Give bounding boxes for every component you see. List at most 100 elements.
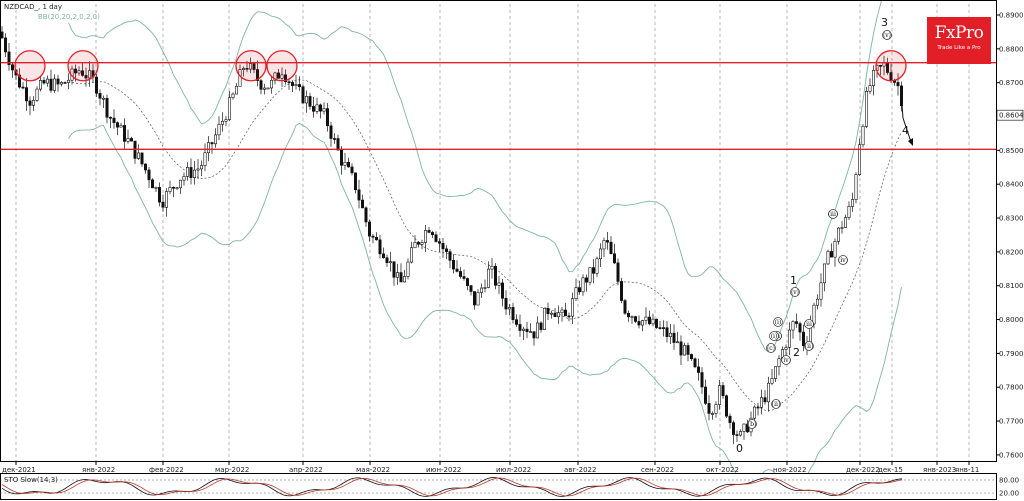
candle-body <box>756 406 760 409</box>
candle-body <box>346 161 350 168</box>
projection-arrowhead <box>908 138 913 146</box>
candle-body <box>735 434 739 436</box>
candle-body <box>203 152 207 166</box>
candle-body <box>116 122 120 128</box>
date-label: дек-2021 <box>2 466 36 474</box>
wave-label-10: (ii) <box>805 343 814 350</box>
wave-label-5: (iv) <box>781 357 791 364</box>
candle-body <box>399 272 403 283</box>
candle-body <box>451 260 455 270</box>
resistance-touch-circle <box>67 50 99 82</box>
candle-body <box>868 85 872 92</box>
resistance-touch-circle <box>266 50 298 82</box>
candle-body <box>822 263 826 284</box>
candle-body <box>703 386 707 404</box>
resistance-touch-circle <box>235 50 267 82</box>
wave-label-0: 3 <box>881 16 888 29</box>
wave-label-7: (i) <box>775 319 782 326</box>
candle-body <box>871 70 875 86</box>
candle-body <box>56 78 60 85</box>
candle-body <box>38 80 42 90</box>
date-label: дек-2022 <box>846 466 880 474</box>
candle-body <box>21 86 25 89</box>
candle-body <box>654 318 658 328</box>
candle-body <box>574 287 578 300</box>
date-label: ноя-2022 <box>773 466 806 474</box>
candle-body <box>196 168 200 171</box>
price-tick-label: 0.8500 <box>999 147 1024 155</box>
candle-body <box>500 282 504 299</box>
date-label: авг-2022 <box>564 466 596 474</box>
candle-body <box>255 69 259 81</box>
wave-label-circle <box>766 343 776 353</box>
candle-body <box>147 169 151 181</box>
wave-label-4: (v) <box>791 289 799 296</box>
price-tick-label: 0.8700 <box>999 79 1024 87</box>
price-tick-label: 0.8100 <box>999 282 1024 290</box>
candle-body <box>175 187 179 190</box>
candle-body <box>532 331 536 339</box>
candle-body <box>717 385 721 405</box>
candle-body <box>742 423 746 432</box>
candle-body <box>416 242 420 245</box>
sto-tick-label: 20.00 <box>999 490 1019 498</box>
candle-body <box>52 78 56 91</box>
candle-body <box>577 287 581 293</box>
candle-body <box>497 282 501 286</box>
wave-label-12: (iii) <box>828 211 838 218</box>
candle-body <box>794 321 798 324</box>
wave-label-circle <box>771 399 781 409</box>
candle-body <box>245 68 249 70</box>
candle-body <box>668 332 672 337</box>
candle-body <box>469 285 473 292</box>
candle-body <box>833 241 837 258</box>
date-label: сен-2022 <box>641 466 674 474</box>
candle-body <box>490 265 494 270</box>
sto-label: STO Slow(14,3) <box>4 476 58 484</box>
price-tick-label: 0.7700 <box>999 418 1024 426</box>
candle-body <box>896 82 900 87</box>
candle-body <box>179 179 183 189</box>
candle-body <box>357 189 361 201</box>
candle-body <box>458 271 462 277</box>
candle-body <box>724 395 728 417</box>
candle-body <box>59 82 63 85</box>
candle-body <box>829 251 833 258</box>
candle-body <box>507 307 511 310</box>
price-tick-label: 0.8000 <box>999 316 1024 324</box>
price-tick-label: 0.7600 <box>999 451 1024 459</box>
candle-body <box>217 123 221 136</box>
candle-body <box>448 251 452 261</box>
candle-body <box>88 70 92 79</box>
candle-body <box>465 278 469 286</box>
candle-body <box>84 75 88 79</box>
candle-body <box>371 235 375 238</box>
date-label: янв-2022 <box>82 466 115 474</box>
candle-body <box>392 261 396 278</box>
wave-label-circle <box>838 255 848 265</box>
candle-body <box>651 318 655 325</box>
candle-body <box>777 358 781 367</box>
candle-body <box>224 119 228 122</box>
candle-body <box>353 172 357 191</box>
candle-body <box>752 406 756 419</box>
candle-body <box>623 300 627 314</box>
candle-body <box>102 97 106 100</box>
candle-body <box>444 248 448 252</box>
candle-body <box>364 207 368 223</box>
candle-body <box>235 85 239 95</box>
candle-body <box>221 120 225 125</box>
wave-labels: 3(v)41(v)(iv)(iii)(i)2(iii)(ii)(iv)(iii)… <box>736 16 909 455</box>
candle-body <box>567 315 571 318</box>
wave-label-circle <box>773 317 783 327</box>
candle-body <box>738 431 742 436</box>
candle-body <box>878 65 882 67</box>
candle-body <box>67 79 71 83</box>
candle-body <box>525 328 529 332</box>
candle-body <box>647 316 651 325</box>
candle-body <box>367 221 371 237</box>
wave-label-circle <box>790 287 800 297</box>
wave-label-2: 4 <box>902 124 909 137</box>
candle-body <box>773 366 777 379</box>
